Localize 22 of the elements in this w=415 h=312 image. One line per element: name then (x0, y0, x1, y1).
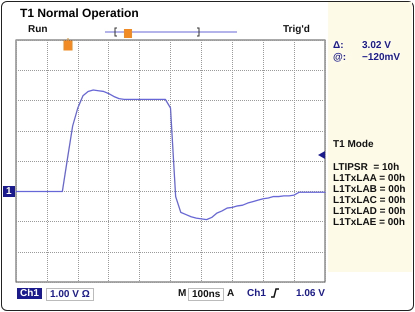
text: 100ns (188, 288, 224, 301)
text: Δ: (333, 40, 344, 51)
text: L1TxLAD = 00h (333, 206, 406, 217)
text: L1TxLAC = 00h (333, 195, 406, 206)
text: L1TxLAA = 00h (333, 173, 406, 184)
text: Ch1 (247, 288, 266, 299)
text: Ch1 (17, 288, 42, 299)
text: −120mV (362, 52, 400, 63)
text: T1 Mode (333, 139, 374, 150)
text: @: (333, 52, 346, 63)
chart-title: T1 Normal Operation (20, 6, 139, 20)
text: Run (28, 24, 48, 35)
text: 1.00 V Ω (46, 288, 94, 301)
text: Trig'd (283, 24, 310, 35)
text: LTIPSR = 10h (333, 162, 400, 173)
text: A (227, 288, 234, 299)
text: 3.02 V (362, 40, 391, 51)
text: L1TxLAB = 00h (333, 184, 406, 195)
text: 1 (3, 186, 15, 197)
text: L1TxLAE = 00h (333, 217, 405, 228)
text: 1.06 V (296, 288, 325, 299)
text: M (178, 288, 186, 299)
